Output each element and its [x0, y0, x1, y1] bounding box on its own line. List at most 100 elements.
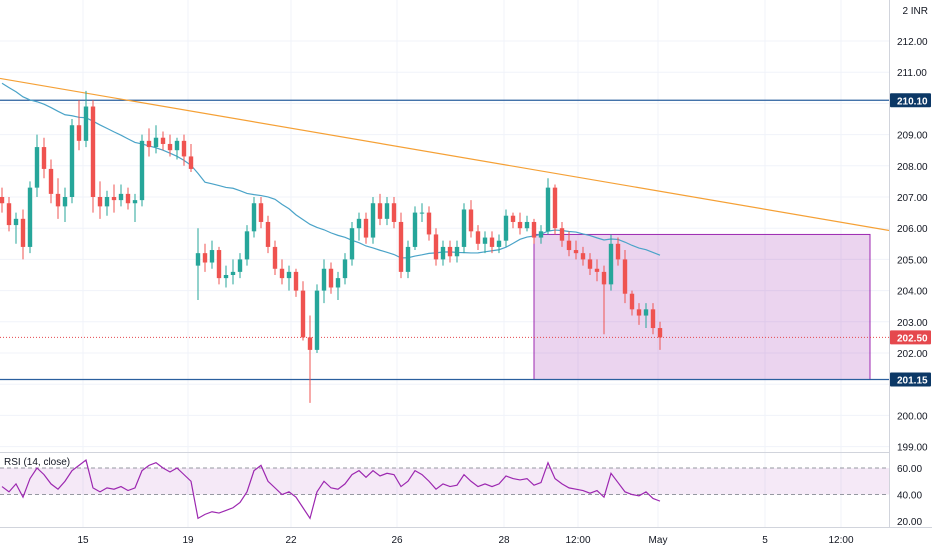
candle	[265, 215, 271, 254]
candle-body	[20, 218, 26, 247]
candle	[622, 250, 628, 304]
candle-body	[286, 271, 292, 279]
y-tick-label: 206.00	[897, 224, 928, 235]
candle	[356, 212, 362, 241]
candle-body	[111, 197, 117, 201]
candle	[251, 197, 257, 238]
candle	[55, 178, 61, 219]
candle-body	[447, 246, 453, 257]
candle	[405, 240, 411, 279]
candle	[468, 200, 474, 238]
candle-body	[363, 218, 369, 238]
candle-body	[643, 309, 649, 316]
candle-body	[426, 212, 432, 235]
candle-body	[0, 197, 5, 204]
candle-body	[566, 240, 572, 251]
candle-body	[104, 197, 110, 207]
candles	[0, 90, 663, 403]
candle-body	[601, 271, 607, 285]
candle	[258, 197, 264, 229]
rsi-tick-label: 20.00	[897, 517, 922, 528]
candle-body	[587, 259, 593, 269]
candle-body	[636, 309, 642, 316]
candle	[27, 181, 33, 254]
candle	[13, 212, 19, 244]
candle	[433, 228, 439, 266]
candle	[510, 212, 516, 229]
y-tick-label: 203.00	[897, 318, 928, 329]
candle-body	[328, 268, 334, 288]
candle	[349, 221, 355, 266]
candle-body	[167, 143, 173, 151]
x-tick-label: 19	[182, 535, 194, 546]
candle-body	[83, 106, 89, 141]
candle-body	[139, 140, 145, 201]
candle-body	[202, 253, 208, 263]
candle	[552, 184, 558, 235]
y-tick-label: 209.00	[897, 131, 928, 142]
candle	[90, 100, 96, 213]
candle	[398, 212, 404, 279]
candle	[503, 209, 509, 247]
candle-body	[321, 268, 327, 291]
candle-body	[160, 137, 166, 144]
candle	[167, 134, 173, 157]
candle	[69, 119, 75, 204]
candle-body	[433, 234, 439, 260]
candle-body	[300, 290, 306, 338]
x-tick-label: 12:00	[565, 535, 590, 546]
candle-body	[384, 203, 390, 219]
candle-body	[62, 197, 68, 207]
candle	[489, 231, 495, 254]
trend-line[interactable]	[0, 77, 932, 306]
candle-body	[153, 137, 159, 148]
candle-body	[517, 221, 523, 229]
candle-body	[216, 250, 222, 279]
candle	[314, 284, 320, 353]
candle-body	[391, 203, 397, 222]
currency-label: 2 INR	[902, 6, 928, 17]
price-axis[interactable]	[889, 0, 932, 550]
x-tick-label: 28	[498, 535, 510, 546]
candle-body	[545, 187, 551, 232]
candle	[440, 240, 446, 266]
candle	[629, 290, 635, 316]
candle	[328, 262, 334, 294]
candle-body	[580, 253, 586, 260]
candle	[160, 131, 166, 151]
candle	[580, 246, 586, 266]
candle-body	[538, 231, 544, 238]
candle-body	[258, 203, 264, 222]
grid	[0, 0, 889, 527]
candle	[279, 259, 285, 285]
candle-body	[615, 243, 621, 260]
candle-body	[398, 221, 404, 272]
candle	[195, 228, 201, 300]
candle	[48, 159, 54, 204]
candle-body	[629, 293, 635, 310]
y-tick-label: 199.00	[897, 443, 928, 454]
candle	[454, 240, 460, 263]
candle-body	[405, 246, 411, 272]
candle-body	[531, 221, 537, 238]
candle	[62, 187, 68, 222]
candle-body	[475, 231, 481, 244]
candle	[461, 203, 467, 254]
candle	[307, 315, 313, 403]
candle	[384, 197, 390, 226]
candle	[188, 143, 194, 173]
candle-body	[118, 193, 124, 201]
moving-average-line	[1, 82, 661, 259]
candle-body	[251, 203, 257, 232]
candle-body	[244, 231, 250, 260]
candle-body	[468, 209, 474, 232]
candle	[573, 240, 579, 260]
candle	[300, 281, 306, 341]
x-tick-label: 5	[762, 535, 768, 546]
candle-body	[482, 237, 488, 244]
candle	[272, 240, 278, 275]
candle	[482, 231, 488, 254]
candle-body	[27, 187, 33, 247]
candle	[118, 184, 124, 207]
